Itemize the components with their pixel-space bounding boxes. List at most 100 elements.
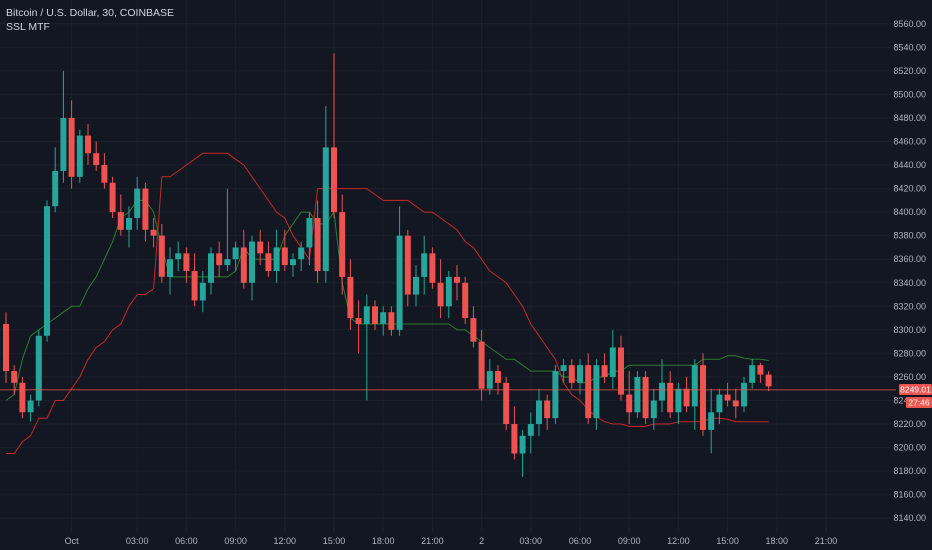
- candle[interactable]: [650, 388, 657, 430]
- candle[interactable]: [404, 229, 411, 307]
- price-axis[interactable]: 8560.00 8540.00 8520.00 8500.00 8480.00 8460.…: [893, 19, 926, 523]
- candle[interactable]: [27, 394, 34, 422]
- candle[interactable]: [257, 229, 264, 266]
- candle[interactable]: [388, 306, 395, 336]
- candle[interactable]: [175, 241, 182, 271]
- x-tick-label: Oct: [65, 536, 80, 546]
- candle[interactable]: [437, 259, 444, 319]
- candle[interactable]: [462, 276, 469, 324]
- candle[interactable]: [273, 229, 280, 283]
- candle[interactable]: [158, 223, 165, 283]
- candles[interactable]: [3, 53, 772, 478]
- candle[interactable]: [216, 241, 223, 277]
- candle[interactable]: [93, 141, 100, 171]
- candle[interactable]: [199, 271, 206, 313]
- candle[interactable]: [642, 371, 649, 425]
- candle[interactable]: [339, 194, 346, 295]
- candle[interactable]: [609, 329, 616, 389]
- candle[interactable]: [331, 53, 337, 219]
- candle[interactable]: [44, 200, 50, 342]
- candle[interactable]: [76, 129, 83, 183]
- candle[interactable]: [35, 329, 42, 407]
- candle[interactable]: [232, 241, 239, 271]
- candle-body: [503, 382, 510, 425]
- candle[interactable]: [126, 206, 132, 248]
- candle[interactable]: [3, 312, 9, 383]
- candle[interactable]: [150, 218, 157, 248]
- candle[interactable]: [757, 362, 764, 383]
- candle[interactable]: [363, 294, 370, 401]
- candle[interactable]: [552, 365, 559, 425]
- candle[interactable]: [240, 229, 247, 289]
- candle[interactable]: [724, 382, 731, 407]
- candle[interactable]: [749, 359, 756, 389]
- candle[interactable]: [527, 412, 534, 454]
- candle[interactable]: [659, 359, 665, 413]
- candle[interactable]: [470, 306, 477, 348]
- candle[interactable]: [19, 376, 26, 419]
- candle[interactable]: [634, 371, 641, 419]
- candle[interactable]: [347, 259, 354, 330]
- candle[interactable]: [355, 300, 362, 354]
- candle[interactable]: [224, 188, 231, 271]
- candle[interactable]: [700, 353, 706, 436]
- candle[interactable]: [306, 212, 313, 266]
- candle[interactable]: [413, 265, 419, 307]
- candle[interactable]: [372, 300, 378, 330]
- candle[interactable]: [601, 353, 608, 383]
- candle[interactable]: [503, 376, 510, 430]
- candle[interactable]: [298, 241, 305, 271]
- candle[interactable]: [68, 100, 75, 189]
- candle[interactable]: [429, 247, 436, 289]
- candle[interactable]: [741, 376, 747, 413]
- y-tick-label: 8560.00: [893, 19, 926, 29]
- candle[interactable]: [593, 359, 600, 430]
- candle[interactable]: [421, 235, 428, 295]
- candle[interactable]: [314, 200, 321, 283]
- candle[interactable]: [281, 229, 288, 271]
- candle[interactable]: [585, 353, 592, 425]
- candle[interactable]: [183, 247, 190, 283]
- candle[interactable]: [667, 371, 674, 419]
- candle[interactable]: [322, 106, 329, 283]
- candle[interactable]: [265, 241, 272, 277]
- candle[interactable]: [732, 388, 739, 419]
- candle[interactable]: [577, 359, 583, 395]
- candle[interactable]: [380, 306, 387, 336]
- candle[interactable]: [249, 235, 255, 301]
- candle[interactable]: [445, 271, 452, 319]
- candle[interactable]: [765, 371, 772, 392]
- candle[interactable]: [396, 206, 403, 336]
- candle[interactable]: [626, 371, 633, 425]
- candle[interactable]: [519, 429, 526, 478]
- candle[interactable]: [560, 359, 567, 383]
- candle[interactable]: [683, 376, 690, 413]
- candle[interactable]: [486, 359, 493, 395]
- symbol-title[interactable]: Bitcoin / U.S. Dollar, 30, COINBASE: [6, 7, 175, 19]
- candle[interactable]: [511, 406, 518, 460]
- candle[interactable]: [544, 394, 551, 430]
- candle[interactable]: [708, 388, 715, 454]
- candle[interactable]: [60, 70, 67, 183]
- time-axis[interactable]: 21:00Oct03:0006:0009:0012:0015:0018:0021…: [0, 536, 838, 546]
- candle[interactable]: [568, 359, 575, 389]
- candle[interactable]: [52, 147, 59, 213]
- candle[interactable]: [167, 247, 173, 295]
- candle[interactable]: [290, 253, 296, 277]
- candle[interactable]: [117, 194, 124, 236]
- candle[interactable]: [691, 359, 698, 430]
- candle[interactable]: [109, 176, 116, 219]
- candle[interactable]: [85, 123, 91, 166]
- candle[interactable]: [191, 253, 198, 307]
- candle[interactable]: [716, 388, 723, 425]
- indicator-title[interactable]: SSL MTF: [6, 21, 50, 33]
- ssl-up-line: [5, 199, 769, 401]
- candle[interactable]: [536, 388, 542, 436]
- candle[interactable]: [134, 176, 141, 230]
- candle[interactable]: [208, 247, 214, 295]
- candle[interactable]: [101, 153, 108, 189]
- candle[interactable]: [478, 329, 485, 401]
- candle[interactable]: [454, 265, 460, 301]
- candle[interactable]: [142, 182, 149, 242]
